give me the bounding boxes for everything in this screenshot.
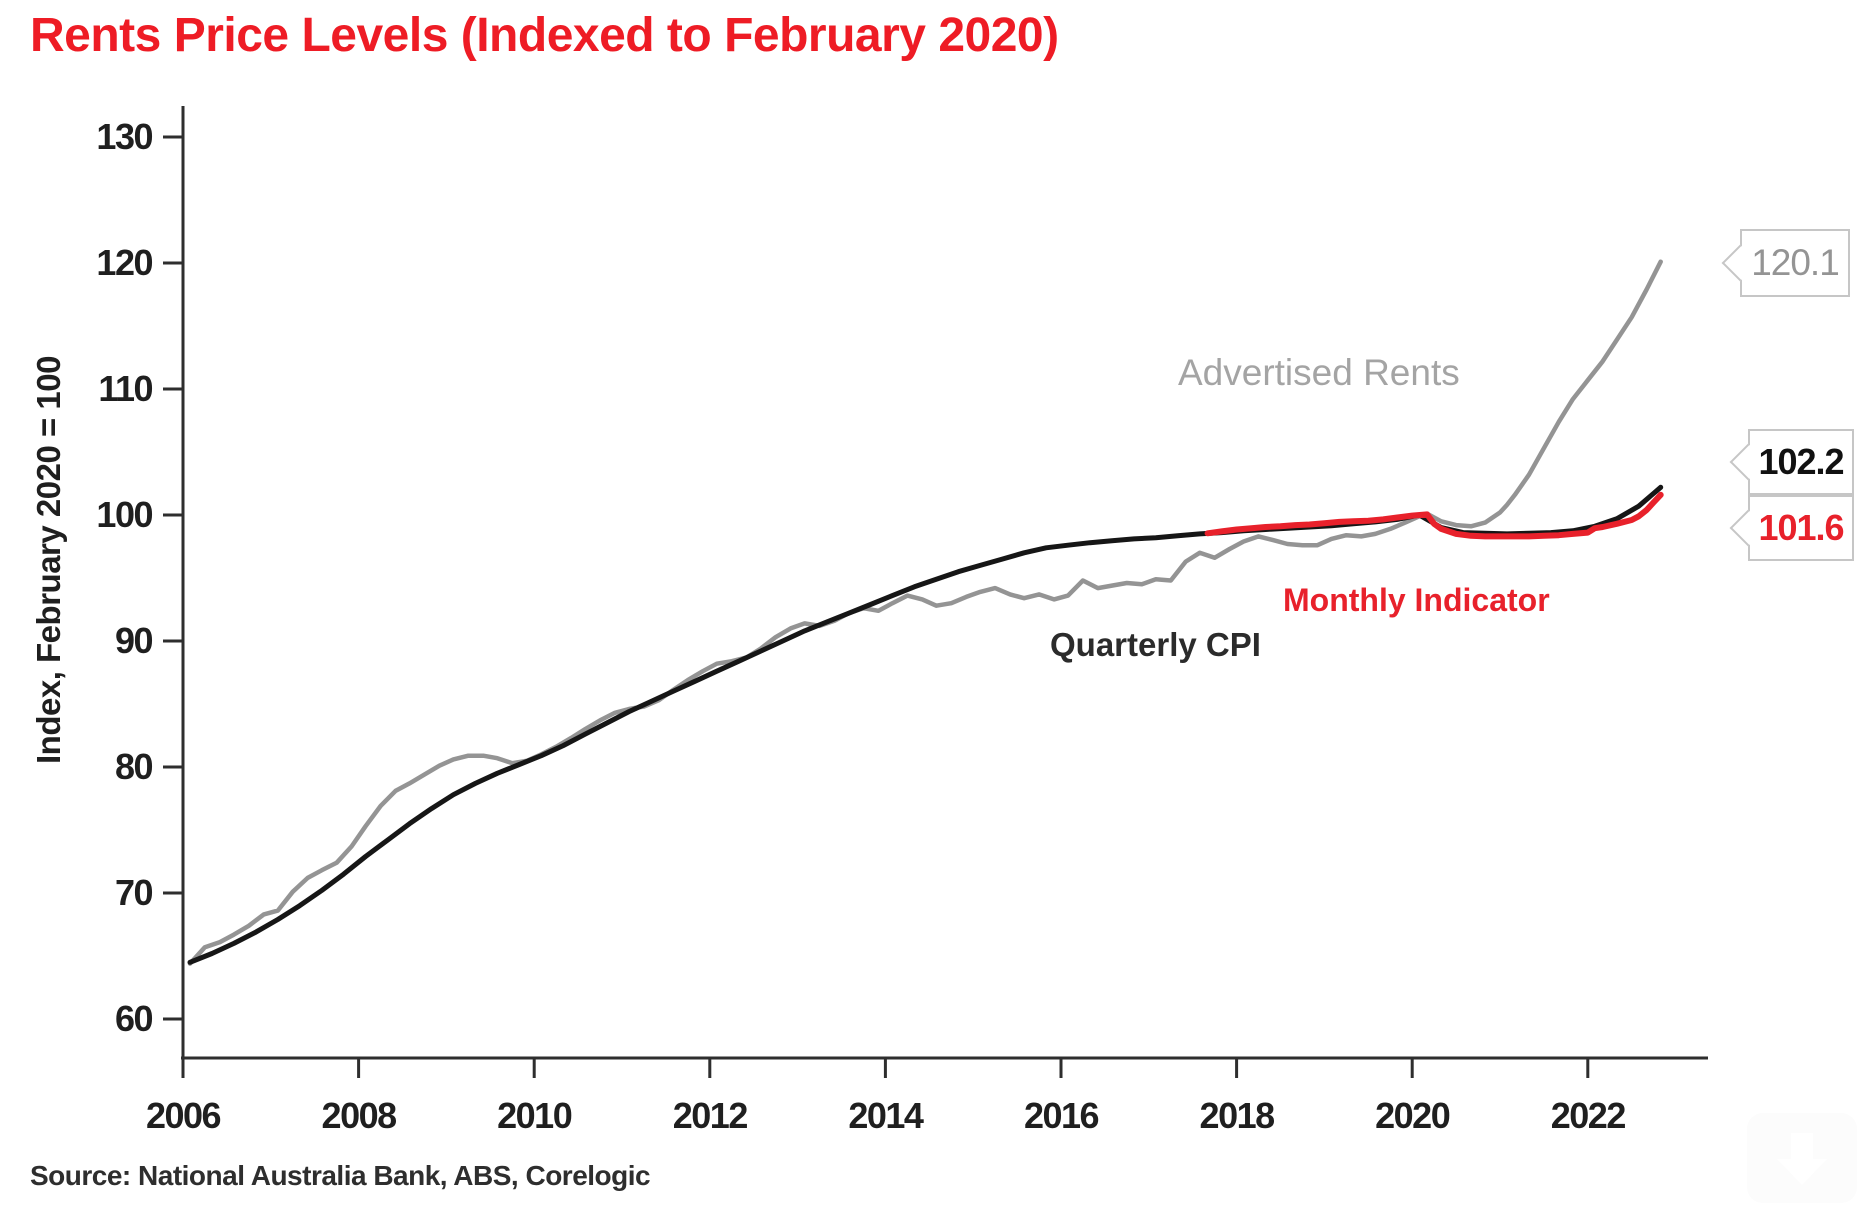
series-label-advertised-rents: Advertised Rents [1178, 352, 1460, 393]
x-tick-label: 2020 [1375, 1095, 1450, 1136]
x-tick-label: 2014 [848, 1095, 924, 1136]
y-tick-label: 120 [96, 242, 152, 283]
series-label-monthly-indicator: Monthly Indicator [1283, 582, 1550, 618]
x-tick-label: 2022 [1551, 1095, 1626, 1136]
callout-value: 120.1 [1751, 242, 1840, 283]
x-tick-label: 2018 [1200, 1095, 1275, 1136]
x-tick-label: 2006 [146, 1095, 221, 1136]
y-tick-label: 60 [115, 998, 153, 1039]
y-tick-label: 80 [115, 746, 153, 787]
chart-title: Rents Price Levels (Indexed to February … [30, 9, 1059, 62]
x-tick-label: 2012 [673, 1095, 748, 1136]
source-attribution: Source: National Australia Bank, ABS, Co… [30, 1160, 651, 1191]
x-tick-label: 2016 [1024, 1095, 1099, 1136]
value-callout-advertised-rents: 120.1 [1740, 229, 1850, 297]
series-line-quarterly-cpi [187, 484, 1664, 965]
y-tick-label: 100 [96, 494, 152, 535]
y-tick-label: 90 [115, 620, 153, 661]
download-icon [1747, 1113, 1857, 1203]
value-callout-monthly-indicator: 101.6 [1748, 495, 1854, 561]
series-label-quarterly-cpi: Quarterly CPI [1050, 626, 1261, 663]
y-axis-title: Index, February 2020 = 100 [30, 356, 67, 764]
callout-value: 101.6 [1758, 507, 1844, 548]
value-callout-quarterly-cpi: 102.2 [1748, 429, 1854, 495]
y-tick-label: 70 [115, 872, 153, 913]
callout-value: 102.2 [1758, 441, 1844, 482]
y-tick-label: 130 [96, 116, 152, 157]
series-line-monthly-indicator [1204, 491, 1664, 540]
x-tick-label: 2010 [497, 1095, 572, 1136]
x-tick-label: 2008 [322, 1095, 397, 1136]
y-tick-label: 110 [98, 368, 152, 409]
